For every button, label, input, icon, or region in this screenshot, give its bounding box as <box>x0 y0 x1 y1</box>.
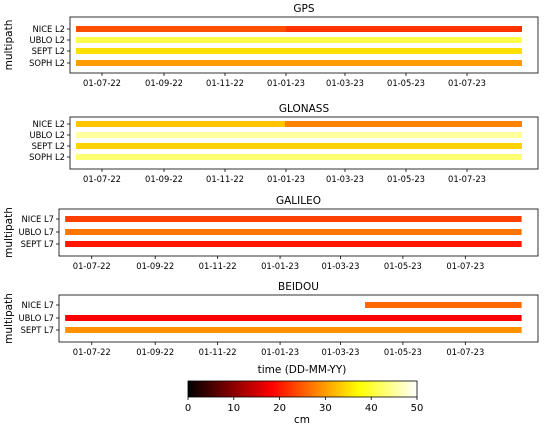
x-tick-label: 01-03-23 <box>326 78 364 88</box>
x-tick-label: 01-07-22 <box>83 78 121 88</box>
y-axis-label: multipath <box>3 207 15 258</box>
series-bar <box>65 241 522 247</box>
panel-title: BEIDOU <box>278 281 319 293</box>
x-tick-label: 01-07-23 <box>446 261 484 271</box>
x-tick-label: 01-05-23 <box>387 78 425 88</box>
colorbar-tick-label: 50 <box>411 403 424 414</box>
axes-frame <box>58 208 539 257</box>
y-tick-label: NICE L7 <box>21 300 54 310</box>
x-tick-label: 01-07-23 <box>448 174 486 184</box>
x-tick-label: 01-07-23 <box>448 78 486 88</box>
x-tick-label: 01-11-22 <box>206 78 244 88</box>
y-tick-label: UBLO L7 <box>19 227 55 237</box>
colorbar-xlabel: time (DD-MM-YY) <box>258 364 347 376</box>
y-tick-label: SEPT L7 <box>21 239 54 249</box>
colorbar-tick-label: 0 <box>185 403 191 414</box>
colorbar-tick-label: 30 <box>319 403 332 414</box>
x-tick-label: 01-05-23 <box>384 261 422 271</box>
y-tick-label: SOPH L2 <box>29 58 65 68</box>
panel-galileo: GALILEO multipath NICE L7 UBLO L7 SEPT L7 01-… <box>3 195 539 271</box>
x-tick-label: 01-11-22 <box>206 174 244 184</box>
series-bar <box>65 315 522 321</box>
series-bar <box>76 121 285 127</box>
series-bar <box>65 229 522 235</box>
colorbar-tick-label: 40 <box>365 403 378 414</box>
colorbar-tick-label: 20 <box>273 403 286 414</box>
panel-title: GLONASS <box>279 103 330 115</box>
x-tick-label: 01-07-23 <box>446 347 484 357</box>
series-bar <box>65 216 522 222</box>
y-tick-label: NICE L2 <box>32 24 65 34</box>
x-tick-label: 01-09-22 <box>136 347 174 357</box>
x-tick-label: 01-03-23 <box>321 261 359 271</box>
y-tick-label: NICE L7 <box>21 214 54 224</box>
x-tick-label: 01-07-22 <box>83 174 121 184</box>
x-tick-label: 01-01-23 <box>267 174 305 184</box>
series-bar <box>285 121 522 127</box>
x-tick-label: 01-11-22 <box>199 347 237 357</box>
x-tick-label: 01-01-23 <box>261 347 299 357</box>
panel-title: GALILEO <box>276 195 321 207</box>
x-tick-label: 01-11-22 <box>199 261 237 271</box>
series-bar <box>65 327 522 333</box>
y-tick-label: NICE L2 <box>32 119 65 129</box>
y-tick-label: SEPT L7 <box>21 325 54 335</box>
series-bar <box>76 143 522 149</box>
x-tick-label: 01-09-22 <box>145 78 183 88</box>
colorbar-label: cm <box>294 414 310 426</box>
y-tick-label: UBLO L2 <box>30 130 66 140</box>
colorbar: time (DD-MM-YY) 0 10 20 30 40 50 cm <box>185 364 424 426</box>
y-axis-label: multipath <box>3 20 15 71</box>
series-bar <box>76 26 286 32</box>
x-tick-label: 01-05-23 <box>387 174 425 184</box>
axes-frame <box>69 16 539 74</box>
axes-frame <box>58 294 539 343</box>
axes-frame <box>69 116 539 170</box>
x-tick-label: 01-01-23 <box>261 261 299 271</box>
x-tick-label: 01-09-22 <box>145 174 183 184</box>
x-tick-label: 01-03-23 <box>326 174 364 184</box>
series-bar <box>365 302 522 308</box>
series-bar <box>76 154 522 160</box>
colorbar-tick-label: 10 <box>227 403 240 414</box>
x-tick-label: 01-09-22 <box>136 261 174 271</box>
x-tick-label: 01-03-23 <box>321 347 359 357</box>
series-bar <box>76 48 522 54</box>
colorbar-gradient <box>187 380 418 398</box>
x-tick-label: 01-07-22 <box>73 347 111 357</box>
series-bar <box>76 60 522 66</box>
panel-title: GPS <box>293 3 314 15</box>
y-tick-label: SOPH L2 <box>29 152 65 162</box>
x-tick-label: 01-07-22 <box>73 261 111 271</box>
series-bar <box>76 132 522 138</box>
y-tick-label: UBLO L7 <box>19 313 55 323</box>
colorbar-ticks: 0 10 20 30 40 50 <box>185 397 424 414</box>
x-tick-label: 01-01-23 <box>267 78 305 88</box>
x-tick-label: 01-05-23 <box>384 347 422 357</box>
y-tick-label: SEPT L2 <box>32 141 65 151</box>
y-axis-label: multipath <box>3 293 15 344</box>
y-tick-label: UBLO L2 <box>30 35 66 45</box>
series-bar <box>286 26 522 32</box>
panel-beidou: BEIDOU multipath NICE L7 UBLO L7 SEPT L7 01-0… <box>3 281 539 357</box>
y-tick-label: SEPT L2 <box>32 46 65 56</box>
series-bar <box>76 37 522 43</box>
